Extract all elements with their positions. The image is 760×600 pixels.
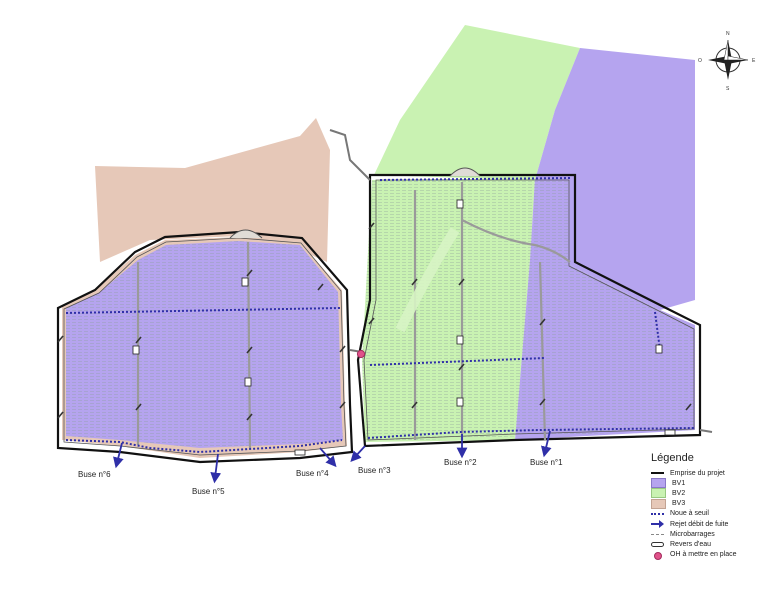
oh-swatch-icon: [651, 551, 664, 560]
microbarrage-swatch-icon: [651, 530, 664, 538]
emprise-left-outline: [56, 230, 354, 464]
legend-label: Microbarrages: [670, 530, 715, 538]
legend-item-emprise: Emprise du projet: [651, 468, 756, 478]
legend-label: Noue à seuil: [670, 510, 709, 518]
left-parcel-hatch: [66, 241, 343, 448]
access-road-north: [329, 129, 371, 181]
buse-label-4: Buse n°4: [296, 469, 329, 478]
map-legend: Légende Emprise du projet BV1 BV2 BV3 No…: [651, 452, 756, 560]
legend-item-bv3: BV3: [651, 498, 756, 509]
buse-label-6: Buse n°6: [78, 470, 111, 479]
legend-label: Revers d'eau: [670, 540, 712, 548]
emprise-swatch-icon: [651, 469, 664, 477]
revers-swatch-icon: [651, 540, 664, 548]
compass-o: O: [698, 58, 702, 64]
legend-label: OH à mettre en place: [670, 551, 737, 559]
legend-item-bv1: BV1: [651, 478, 756, 489]
buse-label-3: Buse n°3: [358, 466, 391, 475]
bv3-swatch-icon: [651, 498, 666, 509]
emprise-right-inner: [363, 179, 695, 441]
noue-swatch-icon: [651, 510, 664, 518]
legend-label: Rejet débit de fuite: [670, 520, 729, 528]
legend-label: BV3: [672, 500, 686, 508]
buse-label-1: Buse n°1: [530, 458, 563, 467]
equipment-markers: [132, 199, 676, 456]
access-road-east: [699, 429, 713, 433]
emprise-right-outline: [356, 173, 702, 448]
rejet-arrows: [113, 430, 552, 484]
legend-label: BV2: [672, 489, 686, 497]
microbarrages: [57, 222, 692, 421]
legend-item-noue: Noue à seuil: [651, 509, 756, 519]
legend-label: Emprise du projet: [670, 469, 725, 477]
legend-item-rejet: Rejet débit de fuite: [651, 519, 756, 529]
compass-e: E: [752, 58, 756, 64]
compass-rose-icon: N S O E: [698, 31, 756, 92]
compass-n: N: [726, 31, 730, 37]
legend-label: BV1: [672, 479, 686, 487]
legend-item-revers: Revers d'eau: [651, 539, 756, 549]
legend-item-microbarrages: Microbarrages: [651, 529, 756, 539]
bv3-area-north: [95, 118, 330, 262]
oh-marker: [356, 349, 366, 359]
cul-de-sac-right-top: [449, 167, 481, 177]
internal-tracks: [136, 182, 571, 449]
compass-s: S: [726, 86, 730, 92]
bv2-swatch-icon: [651, 488, 666, 499]
legend-title: Légende: [651, 452, 694, 464]
legend-item-oh: OH à mettre en place: [651, 550, 756, 560]
light-corridor: [395, 227, 460, 333]
cul-de-sac-top: [229, 229, 263, 239]
legend-item-bv2: BV2: [651, 488, 756, 499]
arrow-swatch-icon: [651, 520, 664, 529]
buse-label-2: Buse n°2: [444, 458, 477, 467]
legend-items: Emprise du projet BV1 BV2 BV3 Noue à seu…: [651, 468, 756, 560]
buse-label-5: Buse n°5: [192, 487, 225, 496]
noue-a-seuil: [65, 177, 695, 454]
bv2-area-north: [374, 25, 580, 180]
bv1-swatch-icon: [651, 478, 666, 489]
